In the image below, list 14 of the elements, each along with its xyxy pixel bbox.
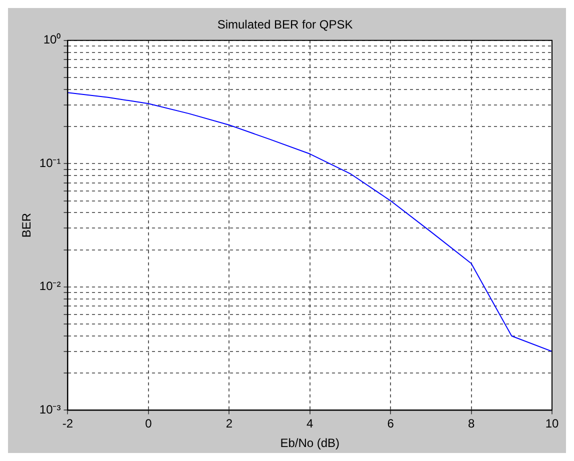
x-tick-label: 4 [306, 416, 314, 431]
chart-title: Simulated BER for QPSK [217, 18, 353, 32]
y-tick-label: 10⁻³ [39, 402, 61, 417]
x-tick-label: 6 [387, 416, 394, 431]
x-tick-label: 0 [145, 416, 152, 431]
x-tick-label: 2 [226, 416, 233, 431]
y-tick-label: 10⁻¹ [39, 156, 61, 170]
x-axis-title: Eb/No (dB) [280, 436, 340, 450]
x-tick-label: 8 [468, 416, 475, 431]
y-axis-title: BER [20, 212, 34, 238]
y-tick-label: 10⁻² [39, 279, 61, 294]
x-tick-label: 10 [545, 416, 559, 431]
x-tick-label: -2 [62, 416, 74, 431]
y-tick-label: 10⁰ [43, 32, 61, 47]
